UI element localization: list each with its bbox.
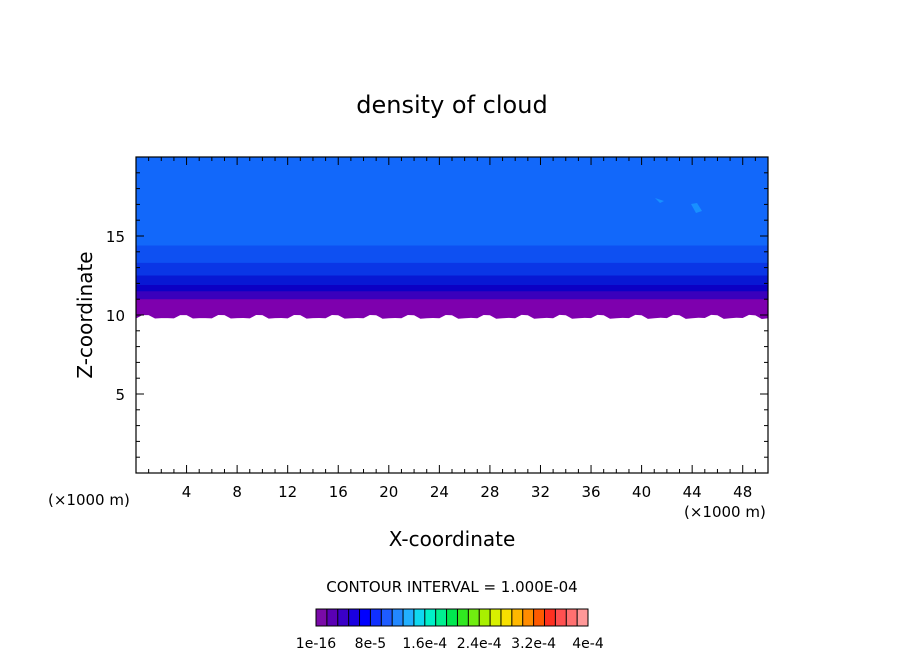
x-tick-label: 12: [278, 483, 297, 501]
colorbar-swatch: [435, 609, 447, 626]
y-axis-ticks: 5 10 15: [106, 172, 768, 458]
x-tick-label: 16: [329, 483, 348, 501]
contour-features: [655, 198, 702, 213]
colorbar-swatch: [403, 609, 415, 626]
contour-layer-0: [136, 157, 768, 257]
colorbar-swatch: [337, 609, 349, 626]
x-tick-label: 40: [632, 483, 651, 501]
colorbar-swatch: [479, 609, 491, 626]
colorbar-swatch: [392, 609, 404, 626]
y-tick-label: 15: [106, 228, 125, 246]
x-tick-label: 8: [232, 483, 242, 501]
colorbar-swatch: [370, 609, 382, 626]
colorbar-swatch: [577, 609, 589, 626]
y-tick-label: 10: [106, 307, 125, 325]
colorbar-labels: 1e-16 8e-5 1.6e-4 2.4e-4 3.2e-4 4e-4: [296, 636, 604, 652]
colorbar-swatch: [424, 609, 436, 626]
x-tick-label: 28: [480, 483, 499, 501]
colorbar-swatch: [468, 609, 480, 626]
colorbar-swatch: [566, 609, 578, 626]
colorbar-swatch: [522, 609, 534, 626]
colorbar-swatch: [381, 609, 393, 626]
colorbar: [315, 608, 589, 627]
colorbar-swatch: [533, 609, 545, 626]
colorbar-label: 8e-5: [355, 636, 386, 652]
colorbar-swatch: [316, 609, 328, 626]
colorbar-label: 4e-4: [572, 636, 604, 652]
colorbar-swatch: [457, 609, 469, 626]
colorbar-frame: [315, 608, 589, 627]
colorbar-swatch: [511, 609, 524, 626]
chart-title: density of cloud: [356, 91, 547, 119]
colorbar-swatch: [413, 609, 426, 626]
contour-layer-6: [136, 299, 768, 319]
colorbar-swatch: [490, 609, 502, 626]
colorbar-swatch: [446, 609, 458, 626]
x-tick-label: 24: [430, 483, 449, 501]
x-tick-label: 44: [683, 483, 702, 501]
y-tick-label: 5: [115, 386, 125, 404]
x-tick-label: 32: [531, 483, 550, 501]
cyan-patch: [691, 203, 702, 213]
contour-interval-text: CONTOUR INTERVAL = 1.000E-04: [326, 578, 577, 596]
colorbar-swatch: [500, 609, 513, 626]
x-tick-label: 48: [733, 483, 752, 501]
colorbar-swatch: [359, 609, 371, 626]
x-tick-label: 4: [182, 483, 192, 501]
x-unit-left: (×1000 m): [48, 491, 130, 509]
colorbar-swatch: [348, 609, 360, 626]
colorbar-label: 3.2e-4: [511, 636, 556, 652]
colorbar-swatch: [555, 609, 567, 626]
colorbar-label: 2.4e-4: [457, 636, 502, 652]
colorbar-label: 1e-16: [296, 636, 336, 652]
x-axis-label: X-coordinate: [389, 527, 516, 551]
x-tick-label: 36: [581, 483, 600, 501]
colorbar-swatch: [544, 609, 556, 626]
x-tick-label: 20: [379, 483, 398, 501]
colorbar-label: 1.6e-4: [402, 636, 447, 652]
x-axis-ticks: 4 8 12 16 20 24 28 32 36 40 44 48: [148, 157, 756, 501]
contour-layers: [136, 157, 768, 319]
colorbar-swatch: [326, 609, 339, 626]
x-unit-right: (×1000 m): [684, 503, 766, 521]
cyan-patch: [655, 198, 664, 203]
y-axis-label: Z-coordinate: [73, 251, 97, 378]
